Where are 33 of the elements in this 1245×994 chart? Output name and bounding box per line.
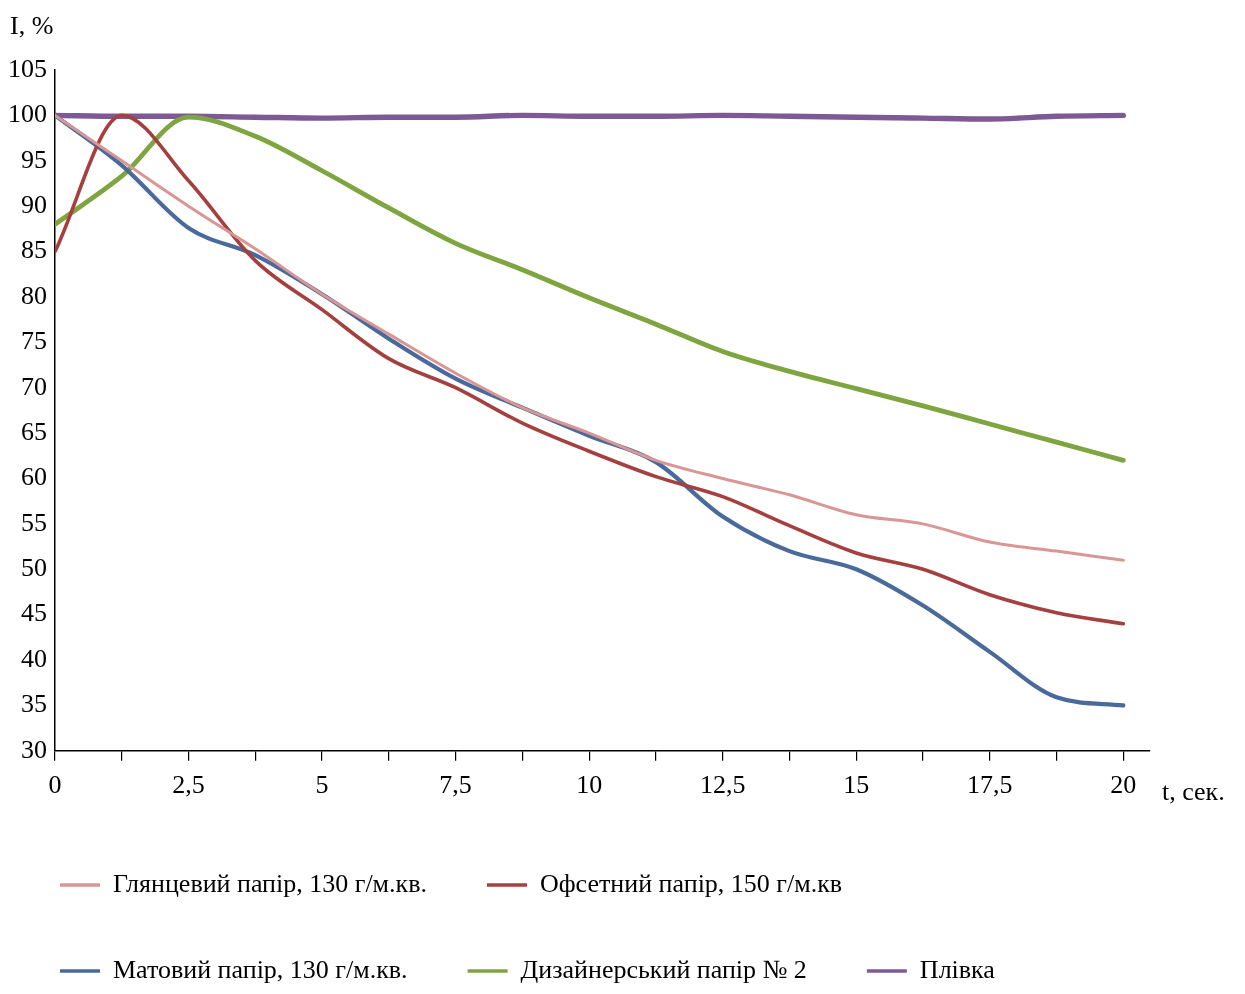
y-tick-label: 55 xyxy=(21,507,47,537)
y-tick-label: 65 xyxy=(21,416,47,446)
legend-label: Матовий папір, 130 г/м.кв. xyxy=(113,954,408,984)
y-tick-label: 100 xyxy=(8,99,47,129)
x-tick-label: 15 xyxy=(843,770,870,800)
y-tick-label: 35 xyxy=(21,689,47,719)
y-tick-label: 40 xyxy=(21,643,47,673)
x-tick-label: 20 xyxy=(1110,770,1137,800)
y-tick-label: 90 xyxy=(21,189,47,219)
y-tick-label: 70 xyxy=(21,371,47,401)
y-tick-label: 80 xyxy=(21,280,47,310)
y-tick-label: 95 xyxy=(21,144,47,174)
y-tick-label: 75 xyxy=(21,326,47,356)
y-tick-label: 30 xyxy=(21,734,47,764)
y-tick-label: 45 xyxy=(21,598,47,628)
x-tick-label: 5 xyxy=(315,770,329,800)
x-tick-label: 12,5 xyxy=(699,770,746,800)
x-tick-label: 10 xyxy=(576,770,603,800)
y-tick-label: 60 xyxy=(21,462,47,492)
x-tick-label: 7,5 xyxy=(439,770,472,800)
x-tick-label: 2,5 xyxy=(172,770,205,800)
y-tick-label: 50 xyxy=(21,553,47,583)
line-series xyxy=(55,114,1126,463)
x-axis-title: t, сек. xyxy=(1162,776,1225,806)
y-axis-title: I, % xyxy=(10,10,54,40)
legend-label: Плівка xyxy=(919,954,996,984)
y-tick-label: 85 xyxy=(21,235,47,265)
legend-label: Офсетний папір, 150 г/м.кв xyxy=(539,868,843,898)
legend-label: Глянцевий папір, 130 г/м.кв. xyxy=(113,868,427,898)
x-tick-label: 0 xyxy=(48,770,62,800)
y-tick-label: 105 xyxy=(8,53,47,83)
x-tick-label: 17,5 xyxy=(967,770,1013,800)
legend-label: Дизайнерський папір № 2 xyxy=(520,954,807,984)
